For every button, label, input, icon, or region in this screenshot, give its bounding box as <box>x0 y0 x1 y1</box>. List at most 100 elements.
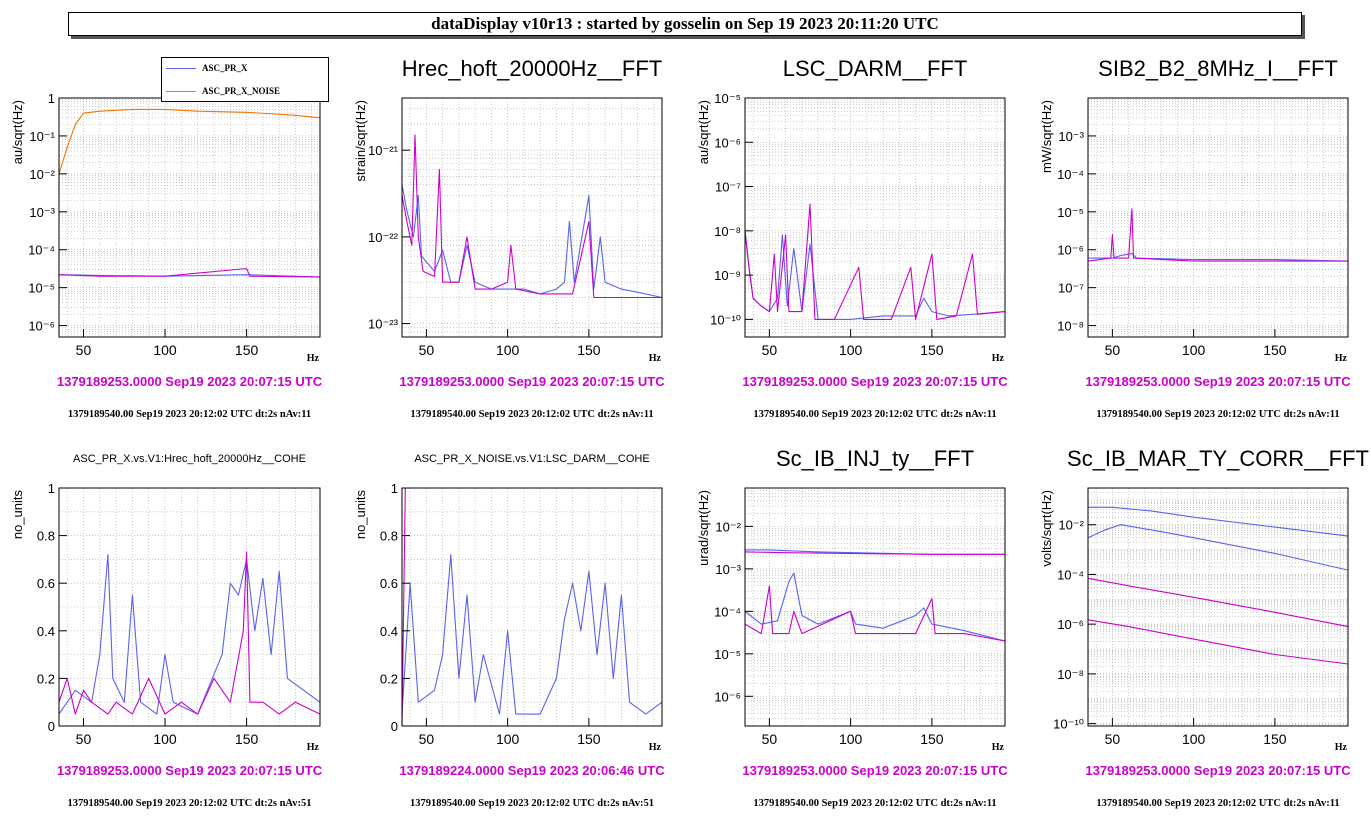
x-tick-label: 150 <box>235 731 259 747</box>
chart-panel: 50 100 150 10⁻⁸ 10⁻⁷ 10⁻⁶ 10⁻⁵ 10⁻⁴ 10⁻³ Hz mW/sqr… <box>1039 97 1349 364</box>
y-tick-label: 10⁻¹⁰ <box>710 312 741 327</box>
chart-panel: 50 100 150 10⁻¹⁰ 10⁻⁸ 10⁻⁶ 10⁻⁴ 10⁻² Hz volts/sqr… <box>1039 487 1349 753</box>
y-tick-label: 10⁻⁵ <box>714 647 741 662</box>
x-tick-label: 50 <box>76 731 92 747</box>
x-axis-label: Hz <box>992 742 1005 753</box>
x-axis-label: Hz <box>1335 353 1348 364</box>
y-tick-label: 10⁻⁶ <box>1057 617 1084 632</box>
chart-panel: 50 100 150 10⁻⁶ 10⁻⁵ 10⁻⁴ 10⁻³ 10⁻² Hz urad/sqrt(… <box>696 487 1006 753</box>
x-tick-label: 150 <box>1263 342 1287 358</box>
gps-timestamp: 1379189224.0000 Sep19 2023 20:06:46 UTC <box>399 763 665 778</box>
y-tick-label: 0.6 <box>37 576 55 591</box>
x-tick-label: 100 <box>153 342 177 358</box>
y-tick-label: 10⁻⁵ <box>28 281 55 296</box>
legend-box: ASC_PR_X ASC_PR_X_NOISE <box>161 57 329 102</box>
y-tick-label: 10⁻³ <box>1058 129 1084 144</box>
x-axis-label: Hz <box>649 353 662 364</box>
x-axis-label: Hz <box>1335 742 1348 753</box>
series-line <box>58 267 321 278</box>
y-tick-label: 0.4 <box>37 624 55 639</box>
acquisition-info: 1379189540.00 Sep19 2023 20:12:02 UTC dt… <box>410 798 654 809</box>
legend-entry: ASC_PR_X_NOISE <box>166 85 280 97</box>
y-tick-label: 10⁻⁴ <box>1057 567 1084 582</box>
y-tick-label: 10⁻³ <box>715 562 741 577</box>
series-line <box>744 585 1006 642</box>
series-line <box>1087 524 1349 571</box>
plot-title: LSC_DARM__FFT <box>782 56 968 81</box>
y-tick-label: 10⁻⁶ <box>714 135 741 150</box>
y-tick-label: 10⁻¹ <box>29 129 55 144</box>
y-tick-label: 0 <box>391 719 398 734</box>
x-tick-label: 150 <box>577 342 601 358</box>
plot-frame <box>401 487 663 727</box>
series-line <box>58 554 321 715</box>
plot-frame <box>401 97 663 338</box>
window-title-banner: dataDisplay v10r13 : started by gosselin… <box>68 12 1302 36</box>
x-tick-label: 100 <box>1182 342 1206 358</box>
y-tick-label: 0.4 <box>380 624 398 639</box>
chart-panel: 50 100 150 10⁻²³ 10⁻²² 10⁻²¹ Hz strain/sqrt(Hz) <box>353 97 663 364</box>
y-tick-label: 10⁻² <box>715 519 741 534</box>
x-tick-label: 150 <box>920 731 944 747</box>
acquisition-info: 1379189540.00 Sep19 2023 20:12:02 UTC dt… <box>67 409 312 420</box>
legend-swatch <box>166 68 196 70</box>
series-line <box>744 203 1006 320</box>
y-tick-label: 10⁻¹⁰ <box>1053 717 1084 732</box>
series-line <box>1087 577 1349 628</box>
chart-panel: 50 100 150 10⁻⁶ 10⁻⁵ 10⁻⁴ 10⁻³ 10⁻² 10⁻¹ 1 Hz au/sq… <box>10 91 321 364</box>
y-tick-label: 0.2 <box>380 671 398 686</box>
y-axis-label: no_units <box>353 490 368 540</box>
gps-timestamp: 1379189253.0000 Sep19 2023 20:07:15 UTC <box>56 374 323 389</box>
plot-frame <box>1087 97 1349 338</box>
x-tick-label: 100 <box>153 731 177 747</box>
series-line <box>1087 208 1348 262</box>
gps-timestamp: 1379189253.0000 Sep19 2023 20:07:15 UTC <box>742 763 1008 778</box>
legend-swatch <box>166 91 196 93</box>
y-axis-label: mW/sqrt(Hz) <box>1039 100 1054 173</box>
x-tick-label: 50 <box>419 731 435 747</box>
acquisition-info: 1379189540.00 Sep19 2023 20:12:02 UTC dt… <box>410 409 654 420</box>
y-tick-label: 10⁻⁵ <box>1057 205 1084 220</box>
y-axis-label: au/sqrt(Hz) <box>10 100 25 164</box>
plot-frame <box>58 487 321 727</box>
x-axis-label: Hz <box>649 742 662 753</box>
y-tick-label: 1 <box>391 481 398 496</box>
legend-label: ASC_PR_X_NOISE <box>202 86 281 96</box>
y-tick-label: 10⁻⁸ <box>1057 667 1084 682</box>
y-tick-label: 1 <box>48 481 55 496</box>
x-tick-label: 150 <box>235 342 259 358</box>
y-tick-label: 0.8 <box>380 529 398 544</box>
plot-frame <box>1087 487 1349 727</box>
series-line <box>744 572 1006 642</box>
x-tick-label: 100 <box>496 342 520 358</box>
y-tick-label: 0 <box>48 719 55 734</box>
x-tick-label: 50 <box>1105 342 1121 358</box>
y-tick-label: 0.8 <box>37 529 55 544</box>
x-axis-label: Hz <box>307 742 320 753</box>
y-axis-label: no_units <box>10 490 25 540</box>
chart-panel: 50 100 150 10⁻¹⁰ 10⁻⁹ 10⁻⁸ 10⁻⁷ 10⁻⁶ 10⁻⁵ Hz au/sq… <box>696 91 1006 364</box>
plot-title: SIB2_B2_8MHz_I__FFT <box>1098 56 1338 81</box>
y-tick-label: 10⁻⁷ <box>715 180 741 195</box>
x-tick-label: 50 <box>762 731 778 747</box>
series-line <box>401 134 662 299</box>
y-tick-label: 10⁻⁶ <box>28 319 55 334</box>
gps-timestamp: 1379189253.0000 Sep19 2023 20:07:15 UTC <box>399 374 665 389</box>
plot-title: ASC_PR_X_NOISE.vs.V1:LSC_DARM__COHE <box>414 453 650 465</box>
y-tick-label: 10⁻² <box>29 167 55 182</box>
y-tick-label: 10⁻⁶ <box>714 689 741 704</box>
chart-panel: 50 100 150 0 0.2 0.4 0.6 0.8 1 Hz no_units <box>10 481 321 753</box>
series-line <box>58 551 321 715</box>
x-tick-label: 100 <box>839 731 863 747</box>
y-axis-label: au/sqrt(Hz) <box>696 100 711 164</box>
plot-title: Hrec_hoft_20000Hz__FFT <box>401 56 663 81</box>
x-tick-label: 100 <box>839 342 863 358</box>
x-tick-label: 150 <box>1263 731 1287 747</box>
y-tick-label: 10⁻²² <box>368 230 399 245</box>
x-tick-label: 50 <box>1105 731 1121 747</box>
y-tick-label: 10⁻²¹ <box>368 143 399 158</box>
y-tick-label: 10⁻⁸ <box>714 224 741 239</box>
series-line <box>58 108 321 175</box>
series-line <box>1088 252 1349 262</box>
y-tick-label: 10⁻⁴ <box>28 243 55 258</box>
